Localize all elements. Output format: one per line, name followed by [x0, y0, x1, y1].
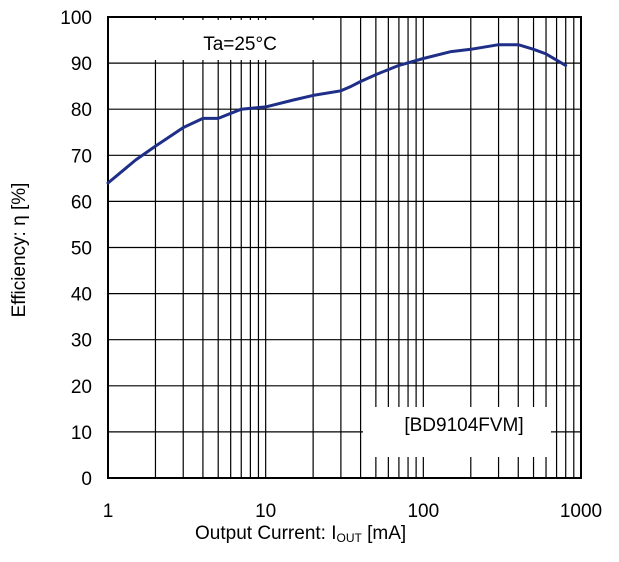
y-tick-label: 90: [71, 54, 92, 75]
y-tick-label: 40: [71, 285, 92, 306]
x-tick-label: 10: [255, 501, 276, 522]
condition-annotation-bg: [112, 20, 327, 60]
y-tick-label: 0: [81, 469, 92, 490]
condition-annotation: Ta=25°C: [203, 34, 277, 55]
y-tick-label: 60: [71, 192, 92, 213]
grid: [108, 17, 581, 478]
plot-frame: [107, 16, 582, 479]
annotation-backgrounds: [112, 20, 551, 457]
y-tick-label: 50: [71, 239, 92, 260]
x-axis-label-subscript: OUT: [336, 531, 362, 545]
x-tick-label: 100: [407, 501, 439, 522]
x-tick-label: 1: [103, 501, 114, 522]
y-axis-label: Efficiency: η [%]: [9, 182, 30, 318]
y-tick-label: 20: [71, 377, 92, 398]
x-axis-label-suffix: [mA]: [361, 523, 407, 544]
part-annotation-bg: [363, 407, 551, 457]
part-annotation: [BD9104FVM]: [404, 415, 523, 436]
y-tick-label: 10: [71, 423, 92, 444]
x-axis-label: Output Current: IOUT [mA]: [195, 523, 406, 545]
y-tick-label: 70: [71, 146, 92, 167]
x-tick-label: 1000: [560, 501, 602, 522]
y-tick-label: 80: [71, 100, 92, 121]
x-axis-label-prefix: Output Current: I: [195, 523, 337, 544]
y-tick-label: 30: [71, 331, 92, 352]
y-axis-label-wrap: Efficiency: η [%]: [8, 150, 32, 350]
series-layer: [106, 43, 568, 185]
efficiency-series-line: [106, 43, 568, 185]
y-tick-label: 100: [60, 8, 92, 29]
